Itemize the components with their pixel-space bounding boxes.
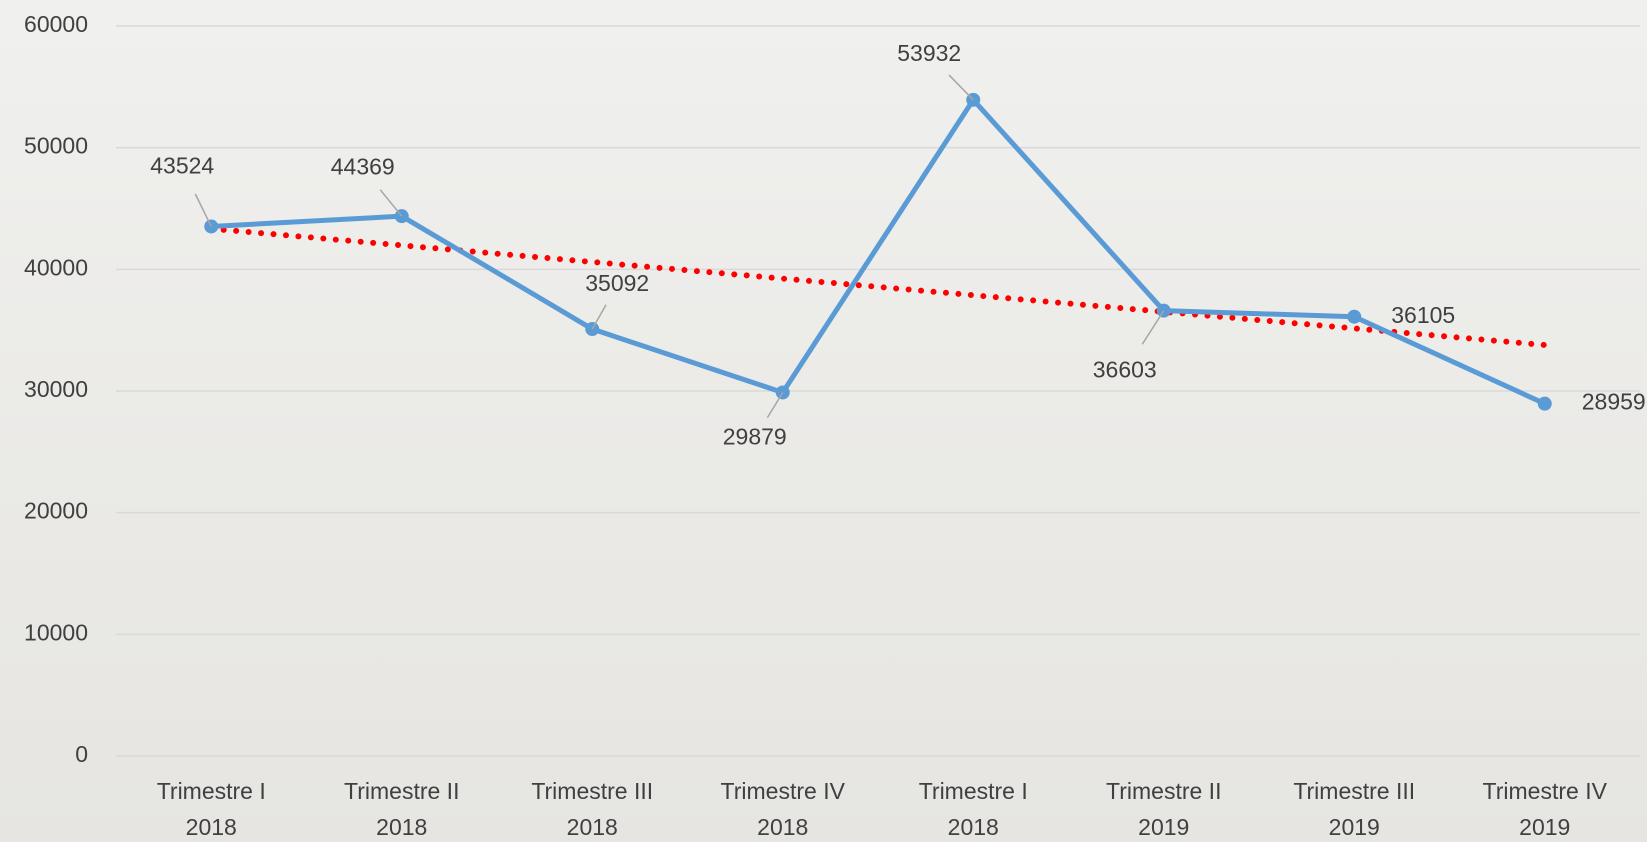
data-label: 44369 [331, 153, 395, 179]
leader-line [766, 392, 784, 419]
data-point [1347, 309, 1362, 324]
series-line [211, 97, 1546, 406]
x-tick-label: 2018 [948, 814, 999, 840]
x-tick-label: Trimestre I [919, 778, 1028, 804]
x-tick-label: Trimestre III [1293, 778, 1415, 804]
y-tick-label: 0 [75, 741, 88, 767]
data-point [1537, 396, 1552, 411]
y-tick-label: 60000 [24, 11, 88, 37]
x-tick-label: 2018 [757, 814, 808, 840]
y-tick-label: 10000 [24, 619, 88, 645]
leader-line [591, 304, 607, 330]
data-label: 36603 [1093, 357, 1157, 383]
y-tick-label: 40000 [24, 254, 88, 280]
x-tick-label: Trimestre II [1106, 778, 1221, 804]
leader-line [948, 74, 974, 101]
leader-line [194, 193, 212, 227]
data-label: 35092 [585, 270, 649, 296]
data-label: 29879 [723, 424, 787, 450]
x-tick-label: 2019 [1329, 814, 1380, 840]
x-tick-label: Trimestre III [531, 778, 653, 804]
y-tick-label: 50000 [24, 133, 88, 159]
data-label: 53932 [897, 40, 961, 66]
x-tick-label: Trimestre I [157, 778, 266, 804]
leader-line [1141, 310, 1165, 345]
data-label: 28959 [1582, 389, 1646, 415]
y-tick-label: 30000 [24, 376, 88, 402]
y-tick-label: 20000 [24, 498, 88, 524]
x-tick-label: Trimestre II [344, 778, 459, 804]
x-tick-label: 2018 [376, 814, 427, 840]
x-tick-label: 2019 [1519, 814, 1570, 840]
x-tick-label: Trimestre IV [1483, 778, 1608, 804]
data-label: 36105 [1391, 302, 1455, 328]
x-tick-label: 2019 [1138, 814, 1189, 840]
leader-line [379, 189, 403, 217]
x-tick-label: 2018 [567, 814, 618, 840]
trendline [208, 225, 1548, 349]
x-tick-label: Trimestre IV [721, 778, 846, 804]
x-tick-label: 2018 [186, 814, 237, 840]
data-label: 43524 [150, 153, 214, 179]
